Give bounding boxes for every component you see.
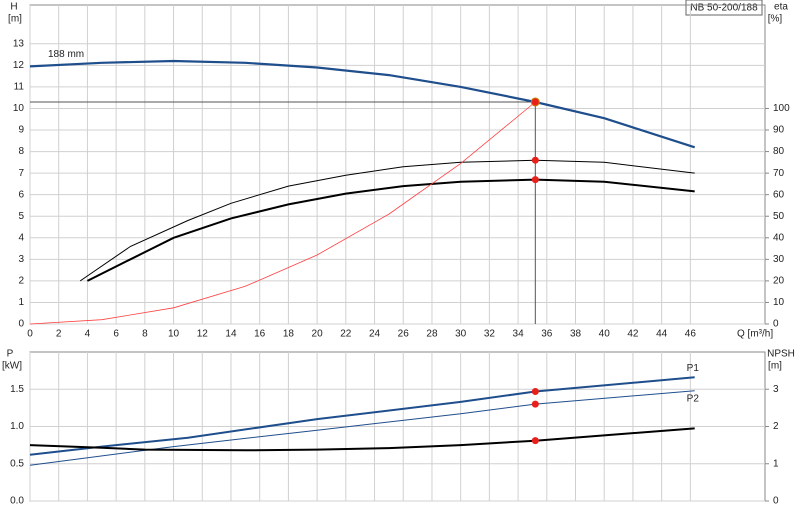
x-tick-label: 16 — [254, 329, 266, 340]
y2-tick-label: 90 — [773, 125, 785, 136]
y-tick-label: 12 — [13, 60, 25, 71]
x-tick-label: 6 — [113, 329, 119, 340]
y2-tick-label: 40 — [773, 232, 785, 243]
duty-point — [531, 387, 539, 395]
duty-point — [531, 156, 539, 164]
y-tick-label: 1 — [18, 297, 24, 308]
y2-tick-label: 20 — [773, 276, 785, 287]
x-tick-label: 34 — [513, 329, 525, 340]
y-tick-label: 4 — [18, 232, 24, 243]
x-tick-label: 40 — [599, 329, 611, 340]
series-label: P2 — [687, 393, 700, 404]
y2-tick-label: 100 — [773, 103, 790, 114]
x-tick-label: 28 — [426, 329, 438, 340]
title-box — [685, 0, 763, 16]
series-line — [29, 390, 695, 466]
x-tick-label: 22 — [340, 329, 352, 340]
y-tick-label: 9 — [18, 125, 24, 136]
x-tick-label: 24 — [369, 329, 381, 340]
y-label: H — [10, 2, 17, 13]
duty-point — [531, 98, 539, 106]
y2-tick-label: 0 — [773, 496, 779, 507]
x-tick-label: 12 — [197, 329, 209, 340]
x-tick-label: 10 — [168, 329, 180, 340]
x-tick-label: 20 — [312, 329, 324, 340]
series-label: P1 — [687, 363, 700, 374]
y2-tick-label: 80 — [773, 146, 785, 157]
y2-unit: [m] — [768, 361, 782, 372]
x-tick-label: 42 — [627, 329, 639, 340]
y-tick-label: 6 — [18, 189, 24, 200]
series-line — [79, 159, 695, 282]
duty-point — [531, 176, 539, 184]
x-tick-label: 46 — [685, 329, 697, 340]
y-tick-label: 0.0 — [10, 496, 24, 507]
series-line — [86, 178, 695, 282]
plot-area — [29, 4, 766, 325]
y2-tick-label: 3 — [773, 384, 779, 395]
y-unit: [kW] — [2, 361, 22, 372]
y2-tick-label: 70 — [773, 168, 785, 179]
y-tick-label: 10 — [13, 103, 25, 114]
y2-tick-label: 0 — [773, 319, 779, 330]
x-tick-label: 38 — [570, 329, 582, 340]
x-tick-label: 2 — [56, 329, 62, 340]
y2-label: NPSH — [767, 349, 795, 360]
y-tick-label: 8 — [18, 146, 24, 157]
y2-tick-label: 30 — [773, 254, 785, 265]
duty-point — [531, 437, 539, 445]
y2-tick-label: 2 — [773, 421, 779, 432]
chart-title: NB 50-200/188 — [690, 3, 758, 14]
y2-tick-label: 10 — [773, 297, 785, 308]
x-tick-label: 18 — [283, 329, 295, 340]
y-tick-label: 11 — [14, 82, 25, 93]
series-line — [29, 101, 536, 325]
y2-tick-label: 50 — [773, 211, 785, 222]
series-line — [29, 59, 696, 149]
y-tick-label: 3 — [18, 254, 24, 265]
y-tick-label: 13 — [13, 38, 25, 49]
x-tick-label: 30 — [455, 329, 467, 340]
x-label: Q [m³/h] — [737, 329, 773, 340]
y-tick-label: 7 — [18, 168, 24, 179]
series-line — [29, 427, 695, 452]
x-tick-label: 36 — [541, 329, 553, 340]
y-unit: [m] — [8, 14, 22, 25]
x-tick-label: 26 — [398, 329, 410, 340]
x-tick-label: 4 — [85, 329, 91, 340]
y-tick-label: 1.0 — [10, 421, 24, 432]
y-tick-label: 1.5 — [10, 384, 24, 395]
x-tick-label: 0 — [27, 329, 33, 340]
y2-tick-label: 60 — [773, 189, 785, 200]
y2-label: eta — [774, 2, 788, 13]
y2-tick-label: 1 — [773, 458, 779, 469]
series-label: 188 mm — [48, 49, 84, 60]
y-tick-label: 0 — [18, 319, 24, 330]
y-label: P — [7, 349, 14, 360]
x-tick-label: 14 — [225, 329, 237, 340]
x-tick-label: 32 — [484, 329, 496, 340]
x-tick-label: 44 — [656, 329, 668, 340]
y-tick-label: 2 — [18, 276, 24, 287]
duty-point — [531, 400, 539, 408]
y-tick-label: 5 — [18, 211, 24, 222]
y2-unit: [%] — [768, 14, 783, 25]
x-tick-label: 8 — [142, 329, 148, 340]
y-tick-label: 0.5 — [10, 458, 24, 469]
